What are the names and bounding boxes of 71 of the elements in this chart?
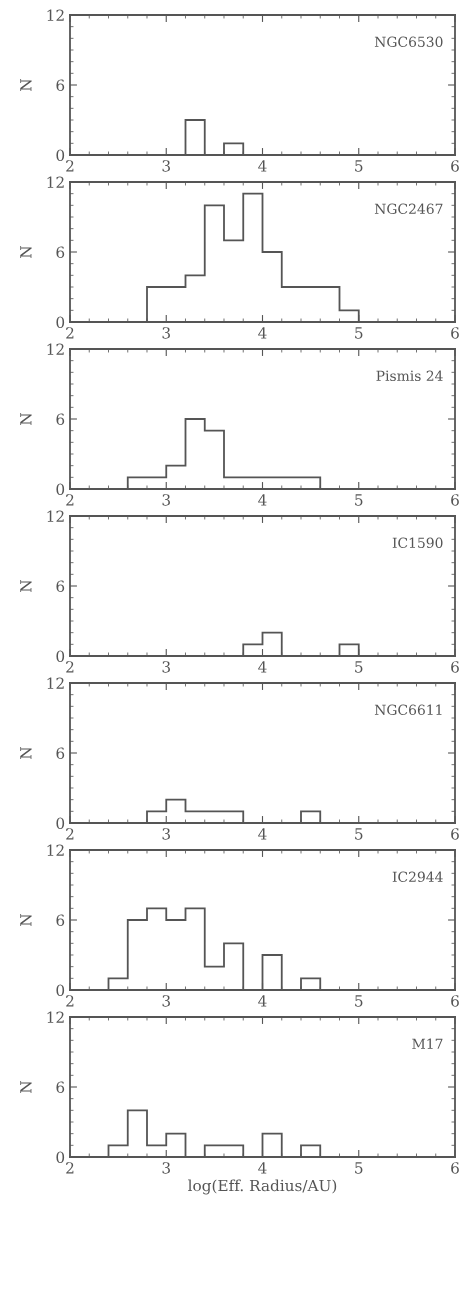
y-tick-label: 6 <box>56 79 65 92</box>
x-tick-label: 3 <box>162 1162 170 1174</box>
y-tick-label: 12 <box>47 510 64 522</box>
y-tick-label: 6 <box>56 914 65 927</box>
annotation: M17 <box>412 1038 443 1049</box>
x-axis-title: log(Eff. Radius/AU) <box>188 1179 337 1195</box>
x-tick-label: 4 <box>258 1162 267 1174</box>
x-tick-label: 2 <box>66 995 74 1007</box>
y-tick-label: 12 <box>47 343 64 355</box>
x-tick-label: 3 <box>162 160 170 172</box>
x-tick-label: 5 <box>355 995 363 1007</box>
x-tick-label: 2 <box>66 327 74 339</box>
y-tick-label: 12 <box>47 176 64 188</box>
annotation: Pismis 24 <box>376 370 443 382</box>
x-tick-label: 6 <box>451 661 459 673</box>
x-tick-label: 6 <box>451 327 459 339</box>
x-tick-label: 5 <box>355 828 363 840</box>
x-tick-label: 5 <box>355 1162 363 1174</box>
y-tick-label: 6 <box>56 747 65 760</box>
y-tick-label: 6 <box>56 580 65 593</box>
y-axis-title: N <box>20 245 32 258</box>
x-tick-label: 2 <box>66 661 74 673</box>
x-tick-label: 2 <box>66 828 74 840</box>
annotation: NGC6611 <box>374 704 442 716</box>
x-tick-label: 6 <box>451 828 459 840</box>
annotation: IC2944 <box>392 871 443 883</box>
x-tick-label: 4 <box>258 828 267 840</box>
x-tick-label: 4 <box>258 494 267 506</box>
x-tick-label: 6 <box>451 1162 459 1174</box>
y-tick-label: 6 <box>56 1081 65 1094</box>
y-tick-label: 0 <box>56 984 65 997</box>
x-tick-label: 3 <box>162 828 170 840</box>
y-tick-label: 0 <box>56 483 65 496</box>
y-axis-title: N <box>20 579 32 592</box>
x-tick-label: 4 <box>258 661 267 673</box>
x-tick-label: 5 <box>355 494 363 506</box>
y-tick-label: 12 <box>47 844 64 856</box>
x-tick-label: 5 <box>355 661 363 673</box>
x-tick-label: 2 <box>66 160 74 172</box>
x-tick-label: 3 <box>162 494 170 506</box>
x-tick-label: 2 <box>66 494 74 506</box>
y-tick-label: 0 <box>56 149 65 162</box>
x-tick-label: 4 <box>258 327 267 339</box>
y-axis-title: N <box>20 913 32 926</box>
y-axis-title: N <box>20 78 32 91</box>
y-tick-label: 12 <box>47 677 64 689</box>
annotation: NGC6530 <box>374 36 443 48</box>
y-axis-title: N <box>20 746 32 759</box>
y-tick-label: 0 <box>56 650 65 663</box>
y-tick-label: 12 <box>47 1011 64 1023</box>
x-tick-label: 3 <box>162 661 170 673</box>
x-tick-label: 5 <box>355 327 363 339</box>
x-tick-label: 4 <box>258 160 267 172</box>
x-tick-label: 5 <box>355 160 363 172</box>
y-tick-label: 6 <box>56 413 65 426</box>
x-tick-label: 6 <box>451 160 459 172</box>
x-tick-label: 4 <box>258 995 267 1007</box>
x-tick-label: 3 <box>162 995 170 1007</box>
annotation: NGC2467 <box>374 203 443 215</box>
annotation: IC1590 <box>392 537 443 549</box>
x-tick-label: 2 <box>66 1162 74 1174</box>
y-tick-label: 0 <box>56 316 65 329</box>
y-tick-label: 0 <box>56 1151 65 1164</box>
x-tick-label: 3 <box>162 327 170 339</box>
y-axis-title: N <box>20 1080 32 1093</box>
y-tick-label: 0 <box>56 817 65 830</box>
x-tick-label: 6 <box>451 995 459 1007</box>
y-axis-title: N <box>20 412 32 425</box>
y-tick-label: 12 <box>47 9 64 21</box>
x-tick-label: 6 <box>451 494 459 506</box>
y-tick-label: 6 <box>56 246 65 259</box>
